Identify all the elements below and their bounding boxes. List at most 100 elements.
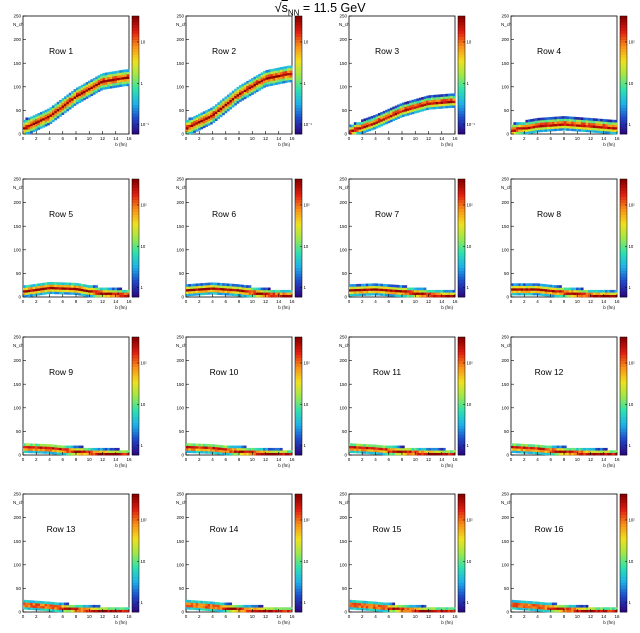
heatmap-cell bbox=[571, 123, 574, 127]
heatmap-cell bbox=[428, 107, 432, 110]
heatmap-cell bbox=[571, 607, 574, 610]
heatmap-cell bbox=[248, 91, 252, 94]
heatmap-cell bbox=[450, 95, 453, 99]
colorbar-segment bbox=[458, 393, 465, 397]
heatmap-cell bbox=[35, 125, 38, 129]
colorbar-segment bbox=[295, 372, 302, 376]
heatmap-cell bbox=[588, 450, 591, 453]
heatmap-cell bbox=[385, 121, 388, 125]
heatmap-cell bbox=[539, 293, 543, 296]
x-tick-label: 2 bbox=[361, 299, 364, 304]
heatmap-cell bbox=[520, 126, 524, 130]
x-tick-label: 0 bbox=[510, 457, 513, 462]
heatmap-cell bbox=[382, 604, 386, 608]
colorbar-segment bbox=[295, 243, 302, 248]
heatmap-cell bbox=[37, 443, 41, 447]
heatmap-cell bbox=[370, 125, 374, 129]
colorbar-segment bbox=[458, 202, 465, 206]
heatmap-cell bbox=[414, 103, 417, 107]
heatmap-cell bbox=[236, 98, 240, 102]
heatmap-cell bbox=[47, 110, 50, 114]
heatmap-cell bbox=[231, 283, 235, 287]
heatmap-cell bbox=[520, 124, 524, 128]
heatmap-cell bbox=[385, 286, 388, 290]
x-tick-label: 16 bbox=[614, 457, 620, 462]
heatmap-cell bbox=[539, 604, 543, 608]
colorbar-segment bbox=[620, 381, 627, 385]
heatmap-cell bbox=[116, 609, 120, 613]
heatmap-cell bbox=[349, 602, 352, 605]
x-tick-label: 8 bbox=[563, 614, 566, 619]
heatmap-cell bbox=[559, 116, 562, 119]
heatmap-cell bbox=[428, 452, 432, 456]
heatmap-cell bbox=[365, 608, 369, 611]
heatmap-cell bbox=[607, 289, 611, 293]
colorbar-segment bbox=[620, 294, 627, 298]
colorbar-frame bbox=[131, 493, 140, 613]
heatmap-cell bbox=[73, 607, 77, 610]
colorbar-segment bbox=[458, 375, 465, 379]
y-axis-label: N_ch bbox=[501, 22, 512, 27]
heatmap-cell bbox=[44, 123, 48, 127]
heatmap-cell bbox=[202, 282, 206, 286]
heatmap-cell bbox=[30, 602, 33, 606]
colorbar-segment bbox=[620, 514, 627, 518]
heatmap-cell bbox=[32, 120, 36, 123]
heatmap-cell bbox=[361, 288, 364, 292]
heatmap-cell bbox=[539, 117, 543, 121]
x-tick-label: 0 bbox=[348, 457, 351, 462]
colorbar-tick-label: 10⁻¹ bbox=[467, 122, 476, 127]
heatmap-cell bbox=[583, 447, 586, 451]
heatmap-cell bbox=[513, 285, 517, 289]
heatmap-cell bbox=[90, 287, 94, 291]
heatmap-cell bbox=[23, 131, 26, 135]
heatmap-cell bbox=[63, 287, 67, 290]
heatmap-cell bbox=[124, 83, 127, 87]
heatmap-cell bbox=[23, 122, 26, 125]
heatmap-cell bbox=[78, 609, 82, 613]
heatmap-cell bbox=[226, 101, 230, 105]
colorbar-segment bbox=[458, 597, 465, 601]
heatmap-cell bbox=[90, 447, 94, 451]
colorbar-segment bbox=[132, 348, 139, 353]
heatmap-cell bbox=[76, 94, 79, 98]
colorbar-segment bbox=[458, 511, 465, 516]
heatmap-cell bbox=[612, 122, 615, 125]
heatmap-cell bbox=[282, 609, 286, 613]
panel-label: Row 13 bbox=[47, 524, 76, 534]
heatmap-cell bbox=[231, 447, 235, 451]
heatmap-cell bbox=[51, 112, 55, 116]
heatmap-cell bbox=[356, 293, 359, 297]
heatmap-cell bbox=[377, 285, 381, 289]
heatmap-cell bbox=[202, 118, 206, 122]
heatmap-cell bbox=[243, 445, 247, 449]
heatmap-cell bbox=[289, 607, 293, 610]
x-tick-label: 8 bbox=[75, 614, 78, 619]
heatmap-cell bbox=[568, 128, 572, 131]
x-axis-label: b (fm) bbox=[115, 305, 127, 310]
colorbar-segment bbox=[295, 18, 302, 23]
colorbar-segment bbox=[295, 238, 302, 242]
y-tick-label: 150 bbox=[176, 539, 184, 544]
heatmap-cell bbox=[39, 603, 43, 607]
heatmap-cell bbox=[265, 294, 269, 298]
heatmap-cell bbox=[85, 93, 89, 97]
heatmap-cell bbox=[373, 601, 376, 605]
colorbar-segment bbox=[458, 51, 465, 55]
heatmap-cell bbox=[234, 607, 237, 610]
heatmap-cell bbox=[92, 89, 96, 93]
heatmap-cell bbox=[423, 103, 427, 107]
heatmap-cell bbox=[205, 292, 208, 295]
heatmap-cell bbox=[402, 109, 405, 113]
heatmap-cell bbox=[363, 293, 367, 296]
colorbar-segment bbox=[295, 196, 302, 201]
x-tick-label: 12 bbox=[588, 136, 594, 141]
heatmap-cell bbox=[267, 607, 271, 610]
heatmap-cell bbox=[416, 452, 420, 456]
heatmap-cell bbox=[239, 291, 242, 295]
colorbar-segment bbox=[295, 502, 302, 507]
heatmap-cell bbox=[375, 285, 379, 289]
heatmap-cell bbox=[411, 289, 415, 293]
heatmap-cell bbox=[210, 606, 213, 609]
heatmap-cell bbox=[85, 89, 89, 92]
